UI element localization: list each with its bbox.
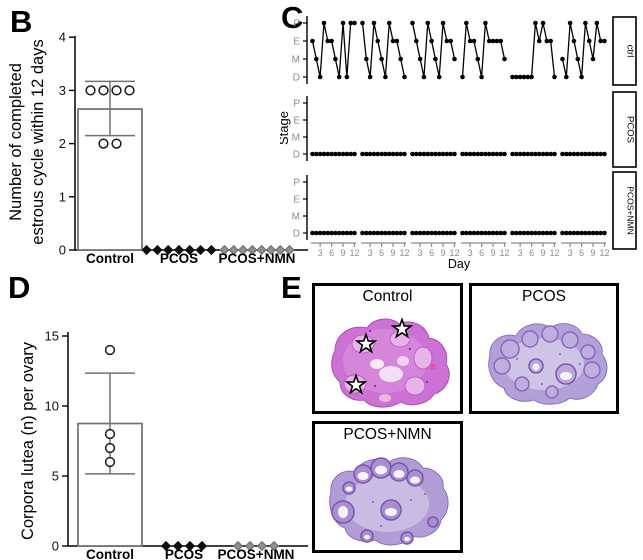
panel-letter-d: D [8,270,31,305]
svg-text:12: 12 [399,248,409,258]
svg-text:Control: Control [86,251,134,266]
svg-text:3: 3 [318,248,323,258]
svg-text:0: 0 [52,539,59,554]
svg-text:6: 6 [529,248,534,258]
svg-text:PCOS+NMN: PCOS+NMN [218,547,295,560]
svg-text:E: E [293,37,300,48]
svg-text:6: 6 [329,248,334,258]
svg-text:9: 9 [591,248,596,258]
svg-text:D: D [293,150,300,161]
svg-text:E: E [293,195,300,206]
svg-text:5: 5 [52,469,59,484]
corpus-luteum-star-markers [344,317,414,395]
svg-text:Day: Day [448,257,471,271]
ovary-section-image-control [331,317,450,408]
svg-text:12: 12 [349,248,359,258]
svg-text:3: 3 [468,248,473,258]
svg-text:3: 3 [59,83,66,98]
svg-text:ctrl: ctrl [625,45,636,58]
estrous-cycle-count-bar-chart: 0 1 2 3 4 Number of completed estrous cycle wi… [7,30,308,266]
svg-text:PCOS: PCOS [625,116,636,143]
svg-text:12: 12 [499,248,509,258]
svg-text:3: 3 [518,248,523,258]
svg-text:6: 6 [479,248,484,258]
svg-text:6: 6 [379,248,384,258]
svg-text:12: 12 [599,248,609,258]
svg-text:9: 9 [391,248,396,258]
panel-letter-b: B [10,4,33,39]
panel-letter-e: E [281,270,302,305]
svg-text:3: 3 [568,248,573,258]
svg-text:Stage: Stage [280,111,291,145]
svg-text:10: 10 [45,399,59,414]
svg-text:P: P [293,99,300,110]
svg-text:12: 12 [449,248,459,258]
svg-text:3: 3 [368,248,373,258]
ovary-section-image-pcos [488,323,608,405]
svg-text:4: 4 [59,30,66,45]
histology-box-pcos: PCOS [469,283,619,414]
cystic-follicles [493,325,601,399]
svg-text:15: 15 [45,329,59,344]
svg-text:1: 1 [59,189,66,204]
svg-text:PCOS+NMN: PCOS+NMN [626,186,636,234]
svg-text:P: P [293,19,300,30]
svg-text:D: D [293,73,300,84]
svg-text:9: 9 [341,248,346,258]
svg-text:M: M [292,55,300,66]
svg-text:2: 2 [59,136,66,151]
svg-text:PCOS+NMN: PCOS+NMN [219,251,296,266]
histology-box-pcos-nmn: PCOS+NMN [312,421,463,553]
corpora-lutea-bar-chart: 0 5 10 15 Corpora lutea (n) per ovary Control… [19,329,308,560]
svg-text:12: 12 [549,248,559,258]
cystic-follicles [331,457,439,545]
svg-text:3: 3 [418,248,423,258]
svg-text:Corpora lutea (n) per ovary: Corpora lutea (n) per ovary [19,341,37,540]
panel-letter-c: C [281,0,304,35]
svg-text:9: 9 [491,248,496,258]
svg-text:PCOS: PCOS [160,251,198,266]
histology-label-pcos-nmn: PCOS+NMN [343,426,432,443]
svg-text:P: P [293,178,300,189]
svg-text:6: 6 [429,248,434,258]
svg-text:9: 9 [441,248,446,258]
svg-text:M: M [292,212,300,223]
svg-text:6: 6 [579,248,584,258]
svg-text:estrous cycle within 12 days: estrous cycle within 12 days [29,39,47,244]
svg-text:9: 9 [541,248,546,258]
svg-text:Control: Control [86,547,134,560]
svg-text:Number of completed: Number of completed [7,63,25,221]
svg-text:M: M [292,133,300,144]
svg-text:PCOS: PCOS [165,547,203,560]
histology-label-control: Control [362,288,413,305]
svg-text:0: 0 [59,243,66,258]
histology-box-control: Control [312,283,463,414]
ovary-section-image-pcos-nmn [329,457,449,546]
svg-text:D: D [293,229,300,240]
follicle-lumens [368,329,436,402]
svg-text:E: E [293,116,300,127]
histology-label-pcos: PCOS [522,288,566,305]
